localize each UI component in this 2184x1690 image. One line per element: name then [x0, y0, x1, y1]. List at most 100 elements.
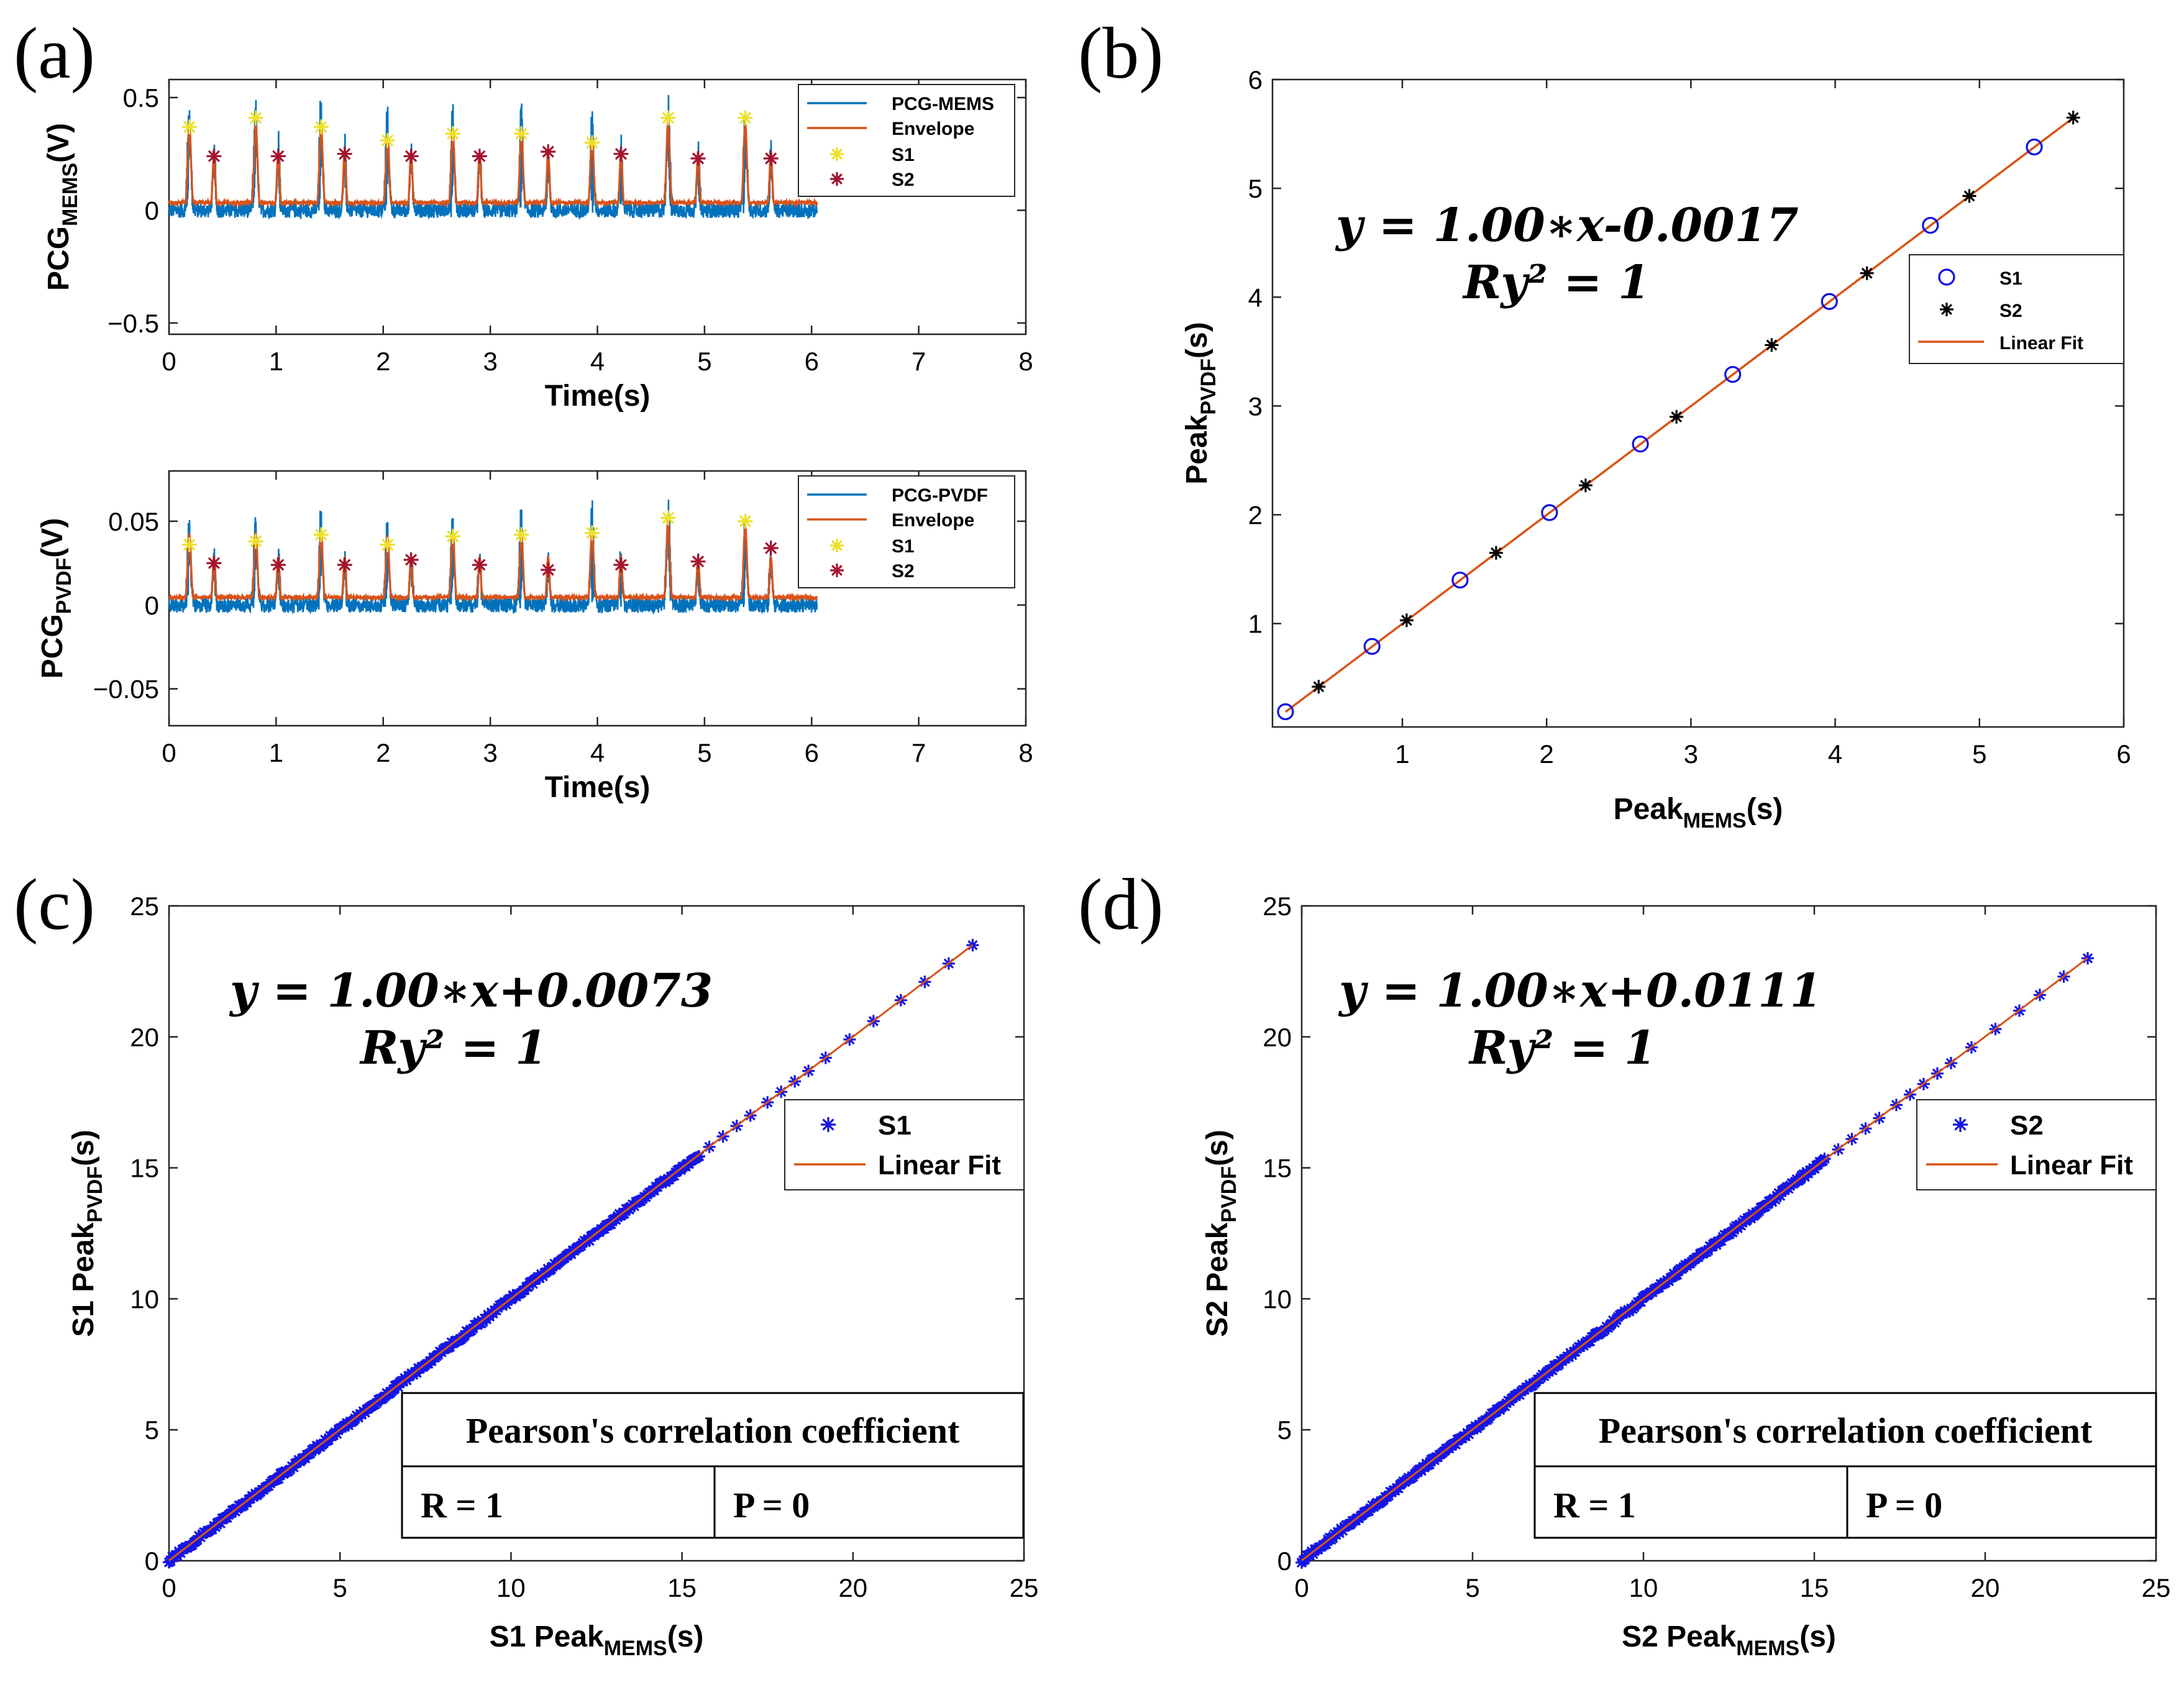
y-axis-label: PCGPVDF(V): [36, 518, 76, 679]
y-axis-label-suffix: (V): [42, 123, 75, 163]
panel-label-d: (d): [1078, 864, 1164, 945]
s1-point: [1724, 365, 1742, 383]
s1-point: [1922, 217, 1939, 234]
x-tick-label: 0: [162, 738, 176, 767]
data-point: [1463, 1428, 1476, 1441]
legend-s2-swatch: [830, 172, 844, 186]
envelope-line: [168, 119, 818, 208]
y-tick-label: −0.05: [93, 675, 159, 704]
y-tick-label: 5: [1277, 1415, 1292, 1445]
legend-box: [1909, 254, 2124, 364]
y-axis-label: PeakPVDF(s): [1181, 322, 1220, 484]
x-tick-label: 5: [333, 1573, 347, 1602]
s1-point: [1277, 703, 1294, 721]
y-axis-label-suffix: (s): [67, 1130, 100, 1166]
legend-box: [784, 1099, 1025, 1190]
legend-label: S1: [892, 536, 915, 557]
s2-marker: [270, 148, 286, 164]
pearson-r-value: R = 1: [1553, 1485, 1636, 1525]
x-tick-label: 6: [2116, 739, 2131, 769]
fit-equation: y = 1.00∗x+0.0111: [1338, 964, 1822, 1018]
y-axis-label-main: S1 Peak: [67, 1222, 100, 1336]
data-point: [605, 1218, 618, 1231]
s1-marker: [514, 126, 529, 142]
data-point: [1635, 1295, 1648, 1309]
x-tick-label: 10: [1629, 1573, 1658, 1602]
chart-c: 0 5 10 15 20 25 0 5 10 15 20 25 y = 1.00∗x+0.0073Ry²…: [67, 892, 1038, 1660]
x-tick-label: 5: [1465, 1573, 1479, 1602]
y-tick-label: 15: [130, 1154, 159, 1183]
y-tick-label: 0: [145, 1546, 159, 1576]
r-squared: Ry² = 1: [1462, 256, 1650, 309]
x-tick-label: 5: [697, 347, 711, 376]
s1-point: [1451, 571, 1469, 589]
y-tick-label: 20: [130, 1023, 159, 1052]
legend-s1-swatch: [830, 147, 844, 161]
fit-equation: y = 1.00∗x-0.0017: [1335, 199, 1799, 252]
s2-marker: [613, 557, 629, 573]
y-axis-label-main: S2 Peak: [1201, 1222, 1234, 1336]
s1-marker: [660, 510, 676, 526]
legend-s2-swatch: [1940, 303, 1953, 316]
panel-label-a: (a): [14, 12, 95, 94]
x-tick-label: 5: [1972, 739, 1986, 769]
x-tick-label: 3: [483, 738, 497, 767]
y-tick-label: −0.5: [107, 309, 159, 338]
data-point: [500, 1298, 513, 1311]
linear-fit-line: [168, 944, 974, 1561]
x-axis-label-main: Peak: [1614, 793, 1683, 826]
x-tick-label: 8: [1018, 738, 1033, 767]
s1-marker: [248, 534, 263, 549]
s1-point: [1363, 637, 1381, 655]
data-point: [272, 1473, 285, 1486]
legend-label: S1: [1999, 268, 2022, 289]
x-tick-label: 7: [912, 347, 926, 376]
data-point: [583, 1235, 596, 1247]
x-tick-label: 10: [496, 1573, 526, 1602]
pearson-r-value: R = 1: [421, 1485, 503, 1525]
x-tick-label: 20: [1971, 1573, 2000, 1602]
x-tick-label: 0: [1294, 1573, 1309, 1602]
y-tick-label: 0.05: [108, 507, 159, 536]
s2-marker: [337, 146, 352, 162]
data-point: [1671, 1268, 1684, 1281]
data-point: [1513, 1389, 1526, 1401]
s2-point: [1489, 546, 1503, 560]
s2-marker: [541, 144, 556, 160]
legend-label: S1: [878, 1110, 912, 1141]
s1-marker: [445, 126, 460, 142]
s2-point: [1670, 409, 1684, 424]
data-point: [1450, 1438, 1462, 1451]
data-point: [1499, 1400, 1512, 1413]
y-tick-label: 4: [1248, 283, 1263, 312]
data-point: [1320, 1538, 1333, 1550]
data-point: [331, 1427, 344, 1440]
s1-marker: [738, 513, 753, 529]
legend-marker-swatch: [821, 1117, 836, 1132]
s1-point: [1632, 436, 1649, 453]
x-tick-label: 15: [1800, 1573, 1829, 1602]
y-axis-label-suffix: (s): [1181, 322, 1213, 359]
x-tick-label: 5: [697, 738, 711, 767]
y-axis-label-main: Peak: [1181, 414, 1213, 484]
s1-marker: [514, 527, 529, 542]
s2-point: [1399, 613, 1414, 628]
panel-label-c: (c): [14, 864, 95, 945]
x-axis-label-sub: MEMS: [1683, 809, 1747, 833]
s1-point: [2026, 138, 2043, 156]
pearson-p-value: P = 0: [1866, 1485, 1942, 1525]
s2-marker: [472, 557, 487, 573]
legend-label: S2: [1999, 301, 2022, 321]
legend-s2-swatch: [830, 564, 844, 577]
s1-marker: [738, 110, 753, 126]
x-tick-label: 25: [1010, 1573, 1039, 1602]
fit-equation: y = 1.00∗x+0.0073: [229, 964, 713, 1018]
x-tick-label: 7: [912, 738, 926, 767]
s2-point: [1962, 189, 1976, 203]
data-point: [693, 1150, 706, 1162]
y-tick-label: 15: [1263, 1154, 1292, 1183]
legend-label: Envelope: [892, 510, 974, 531]
legend-label: Envelope: [892, 119, 974, 139]
linear-fit-line: [1301, 957, 2088, 1561]
